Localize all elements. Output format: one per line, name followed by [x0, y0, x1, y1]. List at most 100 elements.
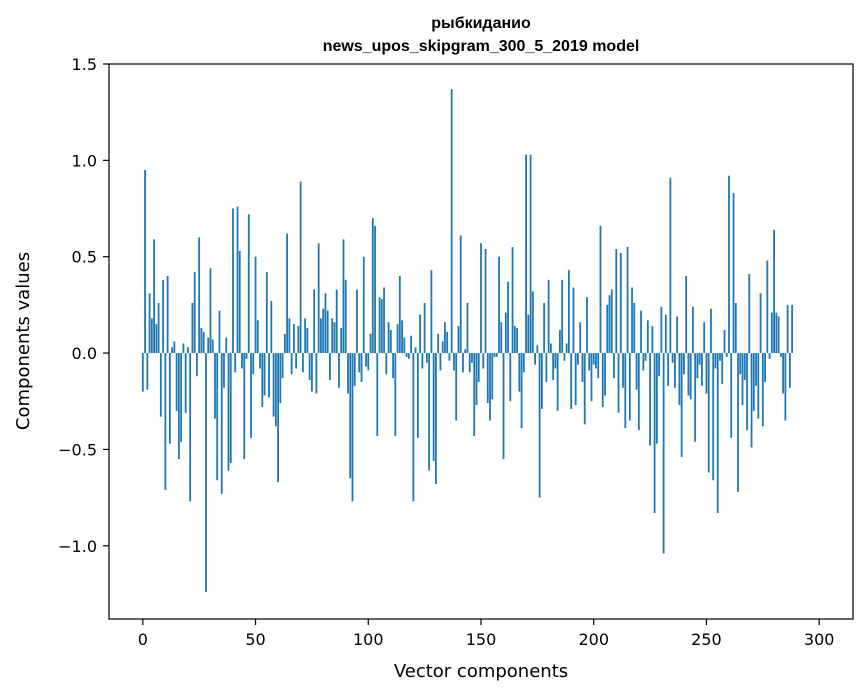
bar-271 [752, 353, 755, 411]
bar-254 [714, 353, 717, 369]
bar-11 [166, 275, 169, 354]
bar-221 [640, 310, 642, 354]
bar-192 [574, 353, 577, 406]
bar-182 [552, 353, 555, 381]
bar-57 [270, 301, 273, 354]
bar-70 [299, 181, 302, 354]
bar-79 [320, 318, 322, 354]
bar-51 [256, 320, 259, 354]
y-axis-ticks: −1.0 −0.5 0.0 0.5 1.0 1.5 [58, 55, 109, 556]
bar-287 [788, 353, 791, 388]
bar-176 [538, 353, 541, 498]
bar-177 [540, 353, 543, 409]
bar-280 [773, 229, 775, 354]
bar-107 [383, 287, 385, 354]
bar-105 [378, 297, 381, 354]
bar-258 [723, 329, 726, 354]
bar-14 [173, 341, 176, 354]
bar-54 [263, 353, 266, 396]
bar-18 [182, 343, 185, 354]
bar-48 [250, 353, 252, 438]
bar-0 [141, 353, 144, 392]
x-tick-label: 100 [353, 630, 384, 649]
bar-276 [764, 353, 766, 382]
bar-181 [549, 343, 552, 354]
bar-39 [229, 353, 232, 463]
bar-249 [703, 322, 706, 354]
bar-42 [236, 206, 239, 354]
bar-241 [685, 275, 688, 354]
bar-106 [380, 299, 383, 354]
bar-161 [504, 312, 507, 354]
bar-62 [281, 353, 284, 379]
bar-189 [568, 270, 570, 354]
y-axis-label: Components values [13, 252, 34, 430]
bar-279 [770, 312, 773, 354]
bar-61 [279, 353, 282, 404]
bar-69 [297, 326, 300, 354]
bar-47 [247, 214, 250, 354]
bar-103 [374, 225, 376, 354]
bar-138 [453, 353, 455, 371]
bar-186 [561, 279, 564, 354]
bar-286 [786, 304, 789, 354]
bar-108 [385, 353, 388, 375]
bar-210 [615, 249, 618, 354]
bar-92 [349, 353, 352, 479]
bar-95 [356, 289, 358, 354]
bar-22 [191, 302, 194, 354]
bar-240 [683, 353, 685, 375]
bar-109 [387, 322, 390, 354]
bar-214 [624, 353, 627, 429]
bar-226 [651, 326, 654, 354]
bar-104 [376, 353, 379, 436]
bar-85 [333, 322, 336, 354]
bar-6 [155, 324, 158, 354]
bar-260 [728, 175, 730, 354]
bar-193 [577, 353, 579, 365]
bar-174 [534, 353, 537, 365]
bar-56 [268, 353, 270, 398]
bar-246 [696, 353, 699, 379]
bar-65 [288, 318, 291, 354]
bar-206 [606, 304, 609, 354]
bar-74 [308, 353, 311, 381]
bar-179 [545, 353, 548, 382]
bar-252 [710, 308, 712, 354]
bar-32 [214, 353, 216, 419]
bar-213 [622, 353, 624, 388]
bar-278 [768, 353, 771, 359]
bar-23 [193, 272, 196, 354]
bar-115 [401, 320, 403, 354]
bar-91 [347, 353, 349, 394]
bar-35 [220, 353, 223, 494]
bar-196 [583, 353, 586, 425]
bar-164 [511, 247, 514, 354]
bar-237 [676, 316, 679, 354]
x-axis-label: Vector components [394, 661, 568, 682]
bar-19 [184, 353, 187, 413]
bar-227 [653, 353, 656, 514]
bar-119 [410, 335, 413, 354]
bar-129 [432, 353, 435, 461]
bar-112 [394, 353, 397, 436]
bar-82 [326, 310, 329, 354]
bar-49 [252, 353, 255, 375]
y-tick-label: 0.5 [72, 248, 97, 267]
bar-180 [547, 279, 550, 354]
bar-20 [187, 347, 189, 354]
bar-3 [148, 293, 151, 354]
bar-244 [692, 306, 694, 354]
bar-153 [486, 353, 489, 404]
bar-202 [597, 353, 600, 379]
bar-222 [642, 353, 645, 371]
bar-178 [543, 302, 546, 354]
bar-184 [556, 353, 559, 411]
bar-262 [732, 193, 735, 354]
bar-228 [655, 353, 658, 444]
bar-149 [477, 353, 480, 382]
bar-175 [536, 345, 539, 354]
bar-86 [335, 289, 338, 354]
bar-130 [435, 353, 437, 485]
